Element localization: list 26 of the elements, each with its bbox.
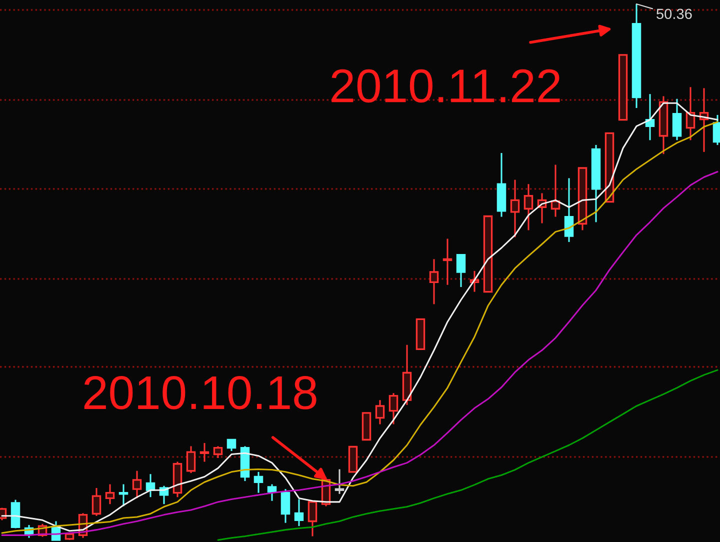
annotation: 50.36 <box>656 8 692 20</box>
candlestick <box>132 470 142 499</box>
candlestick <box>388 392 398 425</box>
candlestick <box>510 179 520 238</box>
candlestick <box>118 483 128 507</box>
candlestick <box>672 98 682 141</box>
candlestick <box>375 399 385 425</box>
candlestick <box>524 183 534 231</box>
candlestick <box>186 445 196 474</box>
candlestick <box>564 177 574 243</box>
candlestick <box>658 95 668 155</box>
candlestick <box>172 460 182 498</box>
candlestick <box>591 144 601 223</box>
candlestick <box>254 471 264 494</box>
annotation: 2010.11.22 <box>332 69 560 103</box>
candlestick <box>200 442 210 463</box>
candlestick <box>294 498 304 527</box>
candlestick <box>632 3 642 109</box>
candlestick <box>496 152 506 218</box>
candlestick <box>92 487 102 517</box>
annotation: 2010.10.18 <box>84 376 316 410</box>
candlestick <box>402 344 412 406</box>
candlestick <box>429 258 439 305</box>
candlestick <box>442 238 452 286</box>
candlestick <box>334 468 344 495</box>
candlestick <box>105 483 115 505</box>
